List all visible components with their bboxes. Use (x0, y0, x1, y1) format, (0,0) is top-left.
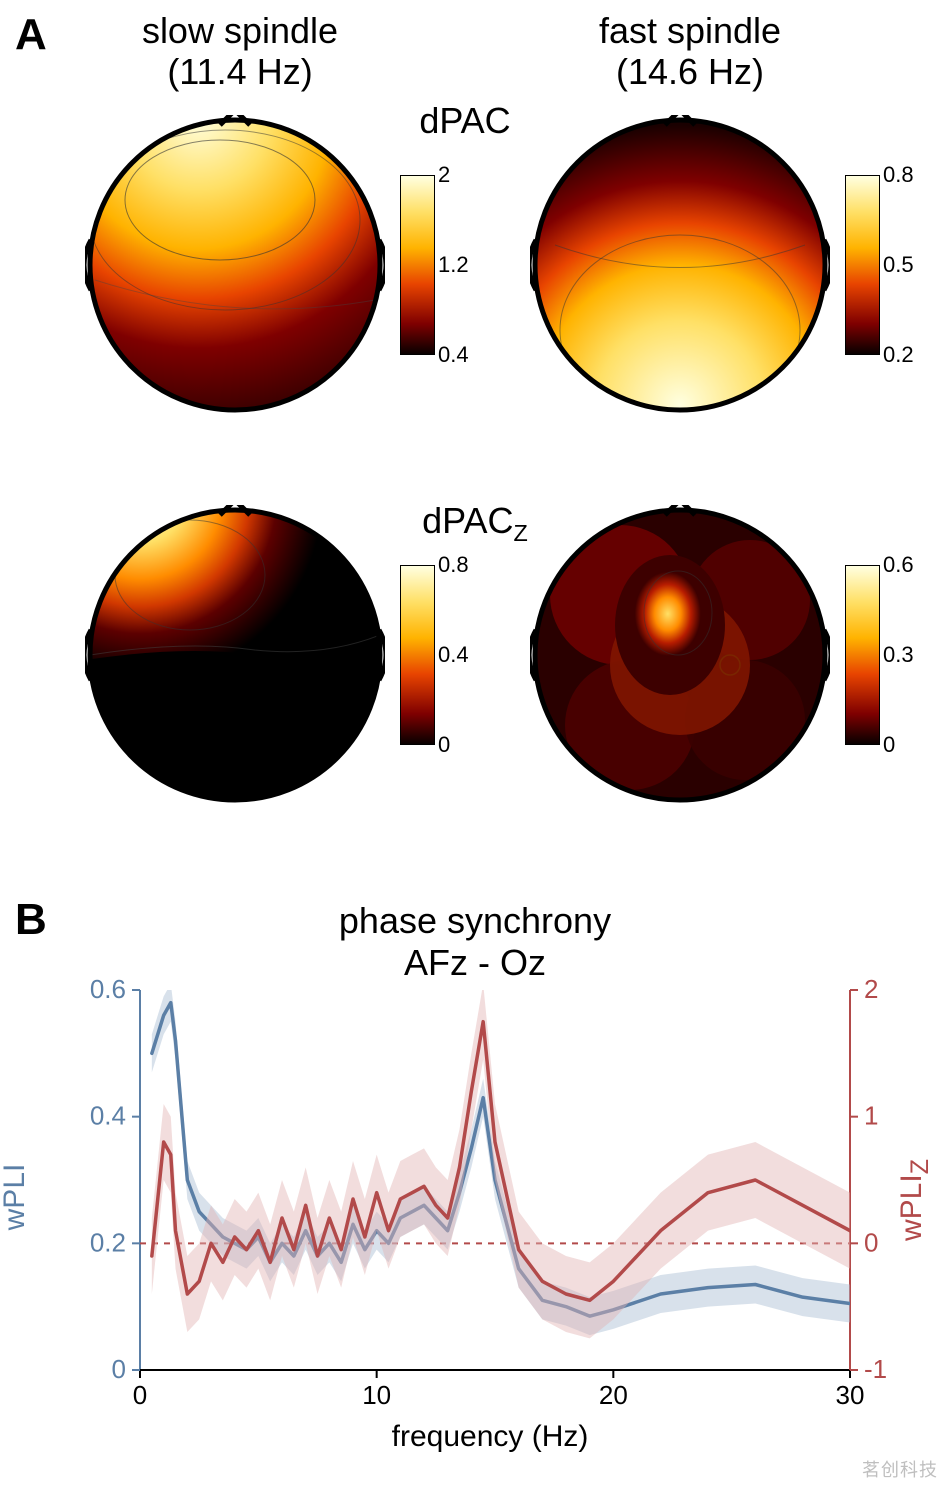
svg-text:0: 0 (864, 1227, 878, 1257)
cb-tick: 0.8 (883, 162, 914, 188)
slow-title-l1: slow spindle (142, 10, 338, 51)
colorbar-fast-dpacz: 0.6 0.3 0 (845, 565, 880, 745)
svg-text:0: 0 (133, 1380, 147, 1410)
panel-b-label: B (15, 895, 47, 945)
svg-text:0: 0 (112, 1354, 126, 1384)
ylabel-left: wPLI (0, 1137, 32, 1257)
cb-tick: 0.4 (438, 642, 469, 668)
svg-text:30: 30 (836, 1380, 865, 1410)
colorbar-slow-dpacz: 0.8 0.4 0 (400, 565, 435, 745)
watermark: 茗创科技 (862, 1456, 938, 1482)
ylabel-right: wPLIZ (895, 1140, 935, 1260)
svg-text:10: 10 (362, 1380, 391, 1410)
panel-a-label: A (15, 10, 47, 60)
svg-text:1: 1 (864, 1101, 878, 1131)
cb-tick: 0.2 (883, 342, 914, 368)
svg-text:0.2: 0.2 (90, 1227, 126, 1257)
col-title-slow: slow spindle (11.4 Hz) (90, 10, 390, 93)
topomap-fast-dpac (530, 115, 830, 415)
topomap-slow-dpacz (85, 505, 385, 805)
cb-tick: 0 (883, 732, 895, 758)
svg-text:2: 2 (864, 974, 878, 1004)
cb-tick: 0.3 (883, 642, 914, 668)
col-title-fast: fast spindle (14.6 Hz) (540, 10, 840, 93)
svg-text:0.4: 0.4 (90, 1101, 126, 1131)
cb-tick: 0 (438, 732, 450, 758)
svg-text:-1: -1 (864, 1354, 887, 1384)
row-label-dpac: dPAC (405, 100, 525, 142)
row-label-dpacz: dPACZ (405, 500, 545, 547)
slow-title-l2: (11.4 Hz) (167, 51, 312, 92)
cb-tick: 1.2 (438, 252, 469, 278)
xlabel: frequency (Hz) (360, 1420, 620, 1454)
topomap-slow-dpac (85, 115, 385, 415)
phase-chart: 0 10 20 30 0 0.2 0.4 0.6 -1 0 1 2 (60, 960, 920, 1440)
phase-title-l1: phase synchrony (339, 900, 611, 941)
cb-tick: 2 (438, 162, 450, 188)
fast-title-l1: fast spindle (599, 10, 781, 51)
colorbar-fast-dpac: 0.8 0.5 0.2 (845, 175, 880, 355)
fast-title-l2: (14.6 Hz) (616, 51, 764, 92)
svg-text:0.6: 0.6 (90, 974, 126, 1004)
svg-text:20: 20 (599, 1380, 628, 1410)
colorbar-slow-dpac: 2 1.2 0.4 (400, 175, 435, 355)
topomap-fast-dpacz (530, 505, 830, 805)
cb-tick: 0.5 (883, 252, 914, 278)
cb-tick: 0.8 (438, 552, 469, 578)
cb-tick: 0.4 (438, 342, 469, 368)
cb-tick: 0.6 (883, 552, 914, 578)
